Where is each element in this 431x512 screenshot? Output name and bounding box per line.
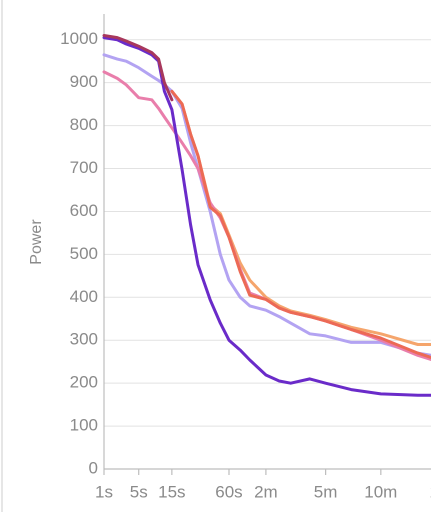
x-tick-label: 5s bbox=[130, 482, 148, 501]
x-tick-label: 60s bbox=[215, 482, 242, 501]
y-tick-label: 500 bbox=[70, 244, 98, 263]
y-tick-label: 700 bbox=[70, 158, 98, 177]
series-line bbox=[102, 34, 174, 102]
x-tick-label: 1s bbox=[95, 482, 113, 501]
y-tick-label: 900 bbox=[70, 72, 98, 91]
y-tick-label: 1000 bbox=[60, 29, 98, 48]
series-line bbox=[102, 36, 431, 397]
y-tick-label: 600 bbox=[70, 201, 98, 220]
y-tick-label: 0 bbox=[89, 458, 98, 477]
y-tick-label: 400 bbox=[70, 287, 98, 306]
series-line bbox=[102, 53, 431, 357]
series-line bbox=[170, 89, 431, 359]
y-axis-label: Power bbox=[28, 219, 45, 265]
y-tick-label: 200 bbox=[70, 373, 98, 392]
y-tick-label: 300 bbox=[70, 330, 98, 349]
x-tick-label: 15s bbox=[158, 482, 185, 501]
x-tick-label: 10m bbox=[364, 482, 397, 501]
y-tick-label: 100 bbox=[70, 416, 98, 435]
x-tick-label: 5m bbox=[314, 482, 338, 501]
x-tick-label: 2m bbox=[254, 482, 278, 501]
x-tick-label: 20m bbox=[430, 482, 431, 501]
y-tick-label: 800 bbox=[70, 115, 98, 134]
series-line bbox=[102, 70, 431, 361]
